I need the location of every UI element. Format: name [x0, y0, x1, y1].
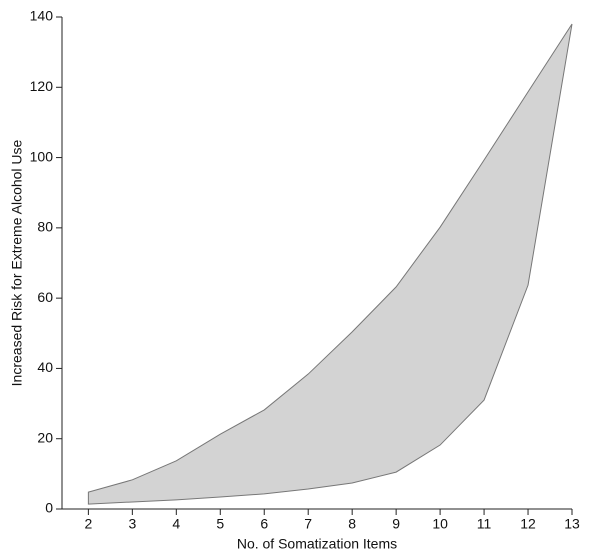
x-tick-label: 10 [432, 516, 448, 532]
y-tick-label: 120 [30, 78, 54, 94]
y-tick-label: 140 [30, 8, 54, 24]
x-tick-label: 4 [172, 516, 180, 532]
x-tick-label: 9 [392, 516, 400, 532]
y-tick-label: 60 [37, 289, 53, 305]
x-tick-label: 8 [348, 516, 356, 532]
band-area [87, 23, 573, 505]
x-tick-label: 6 [260, 516, 268, 532]
x-tick-label: 13 [564, 516, 580, 532]
y-tick-label: 100 [30, 148, 54, 164]
y-tick-label: 0 [45, 500, 53, 516]
x-axis-title: No. of Somatization Items [237, 536, 397, 552]
y-tick-label: 20 [37, 429, 53, 445]
x-tick-label: 7 [304, 516, 312, 532]
x-tick-label: 2 [84, 516, 92, 532]
y-axis-title: Increased Risk for Extreme Alcohol Use [9, 139, 25, 386]
x-tick-label: 12 [520, 516, 536, 532]
y-tick-label: 80 [37, 219, 53, 235]
y-tick-label: 40 [37, 359, 53, 375]
x-tick-label: 3 [128, 516, 136, 532]
x-tick-label: 11 [477, 516, 492, 532]
x-tick-label: 5 [216, 516, 224, 532]
